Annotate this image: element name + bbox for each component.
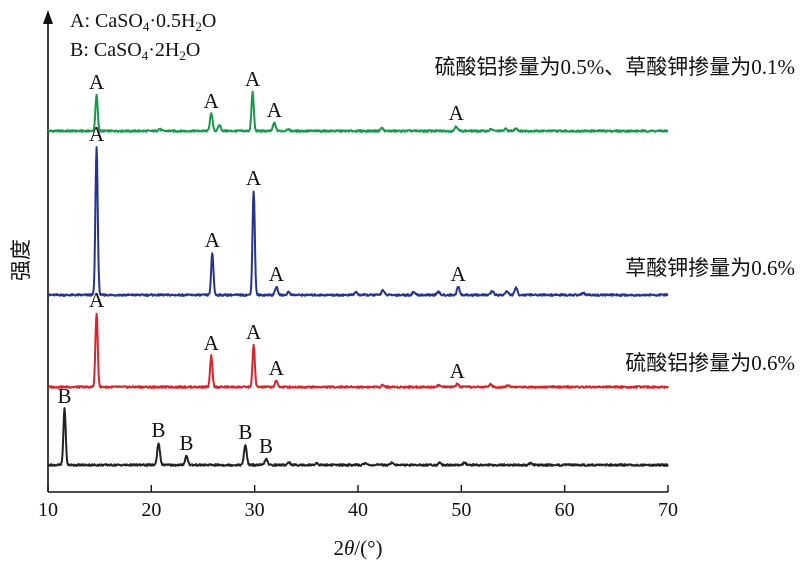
peak-label: A [245,67,261,91]
series-line-3 [47,312,669,389]
legend-mark: A [70,10,85,32]
peak-label: A [204,331,220,355]
peak-label: A [205,228,221,252]
peak-label: A [269,356,285,380]
peak-label: B [152,418,166,442]
y-axis-arrow [43,10,53,24]
peak-label: A [267,98,283,122]
peak-label: A [450,359,466,383]
legend-sep: : [83,39,94,61]
legend-formula-subscript: 2 [195,19,202,34]
peak-label: B [179,431,193,455]
legend-formula-subscript: 4 [142,48,149,63]
series-name-label: 硫酸铝掺量为0.5%、草酸钾掺量为0.1% [435,55,796,79]
legend-sep: : [84,10,95,32]
legend-formula-part: CaSO [95,10,143,32]
x-tick-label: 40 [348,499,368,521]
series-name-label: 草酸钾掺量为0.6% [625,256,795,280]
legend-mark: B [70,39,83,61]
peak-label: A [89,70,105,94]
series-line-2 [47,146,669,297]
legend-formula-subscript: 2 [179,48,186,63]
x-tick-label: 10 [38,499,58,521]
legend-formula-part: ·2H [148,39,179,61]
peak-label: A [246,320,262,344]
legend-entry: B: CaSO4·2H2O [70,39,200,63]
x-tick-label: 20 [141,499,161,521]
peak-label: A [204,89,220,113]
peak-label: A [89,122,105,146]
x-tick-label: 60 [555,499,575,521]
peak-label: B [238,420,252,444]
legend-formula-part: O [186,39,200,61]
peak-label: A [89,288,105,312]
peak-label: A [269,262,285,286]
peak-label: A [449,101,465,125]
x-axis-title-part: 2 [333,536,344,560]
series-line-1 [47,90,669,133]
series-name-label: 硫酸铝掺量为0.6% [625,351,795,375]
x-tick-label: 70 [658,499,678,521]
x-axis-title-part: θ [344,536,354,560]
traces [47,90,669,467]
x-axis-title-part: /(°) [354,536,382,560]
series-line-4 [47,407,669,467]
peak-label: A [451,262,467,286]
peak-label: B [58,384,72,408]
peak-label: A [246,166,262,190]
y-axis-title: 强度 [9,239,33,281]
legend-formula-subscript: 4 [143,19,150,34]
peak-label: B [259,434,273,458]
x-tick-label: 30 [245,499,265,521]
legend-formula-part: CaSO [94,39,142,61]
x-tick-label: 50 [451,499,471,521]
legend-formula-part: O [202,10,216,32]
legend-entry: A: CaSO4·0.5H2O [70,10,216,34]
legend-formula-part: ·0.5H [149,10,195,32]
x-axis-title: 2θ/(°) [333,536,382,560]
